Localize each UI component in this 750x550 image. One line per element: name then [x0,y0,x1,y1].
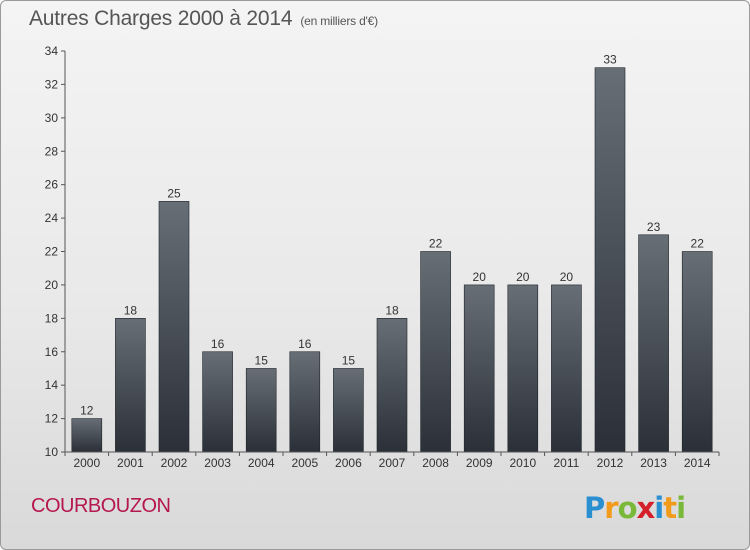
bars: 12 18 25 16 15 16 15 18 22 20 20 20 33 23 22 [71,53,713,453]
y-tick-label: 32 [45,77,59,91]
bar [71,418,103,453]
y-tick-label: 14 [45,378,59,392]
bar [681,251,713,453]
bar-value-label: 15 [255,353,269,367]
bar [333,368,364,453]
x-tick-label: 2004 [248,456,275,470]
y-tick-label: 16 [45,345,59,359]
x-tick-label: 2008 [422,456,449,470]
bar [115,318,146,453]
y-tick-label: 26 [45,178,59,192]
bar-value-label: 20 [473,270,487,284]
bar [376,318,408,453]
y-tick-label: 22 [45,245,59,259]
bar [158,201,190,453]
x-tick-label: 2003 [204,456,231,470]
bar-value-label: 20 [516,270,530,284]
bar-value-label: 25 [167,186,181,200]
x-tick-label: 2006 [335,456,362,470]
y-tick-label: 34 [45,44,59,58]
bar-value-label: 20 [560,270,574,284]
bar-value-label: 18 [124,303,138,317]
bar [420,251,451,453]
bar [463,284,495,453]
x-tick-label: 2002 [161,456,188,470]
bar-value-label: 18 [385,303,399,317]
x-tick-label: 2011 [553,456,579,470]
bar-value-label: 12 [80,404,94,418]
proxiti-logo: Proxiti [584,491,686,525]
x-axis: 2000 2001 2002 2003 2004 2005 2006 2007 2008 2009… [64,451,720,470]
y-tick-label: 10 [45,445,59,459]
y-tick-label: 24 [45,211,59,225]
chart-title-text: Autres Charges 2000 à 2014 [29,7,293,30]
bar-value-label: 33 [603,53,617,67]
svg-text:Proxiti: Proxiti [584,491,685,525]
x-tick-label: 2012 [597,456,624,470]
x-tick-label: 2001 [117,456,144,470]
x-tick-label: 2014 [684,456,711,470]
y-tick-label: 12 [45,412,59,426]
chart-subtitle: (en milliers d'€) [300,14,378,28]
bar [245,368,277,453]
chart-title: Autres Charges 2000 à 2014 (en milliers d… [29,7,378,31]
bar [507,284,539,453]
bar-value-label: 22 [691,237,705,251]
bar [594,67,626,453]
x-tick-label: 2010 [509,456,536,470]
x-tick-label: 2005 [291,456,318,470]
bar-value-label: 16 [298,337,312,351]
bar [638,234,669,453]
y-tick-label: 18 [45,311,59,325]
x-tick-label: 2007 [379,456,406,470]
y-tick-label: 20 [45,278,59,292]
bar-value-label: 15 [342,353,356,367]
bar-value-label: 16 [211,337,225,351]
x-tick-label: 2009 [466,456,493,470]
x-tick-label: 2013 [640,456,667,470]
bar-value-label: 22 [429,237,443,251]
y-tick-label: 28 [45,144,59,158]
bar [551,284,582,453]
bar-value-label: 23 [647,220,661,234]
x-tick-label: 2000 [73,456,100,470]
y-axis: 10 12 14 16 18 20 22 24 26 28 30 32 34 [45,44,66,459]
bar [202,351,233,453]
bar [289,351,321,453]
commune-name: COURBOUZON [31,495,171,517]
y-tick-label: 30 [45,111,59,125]
